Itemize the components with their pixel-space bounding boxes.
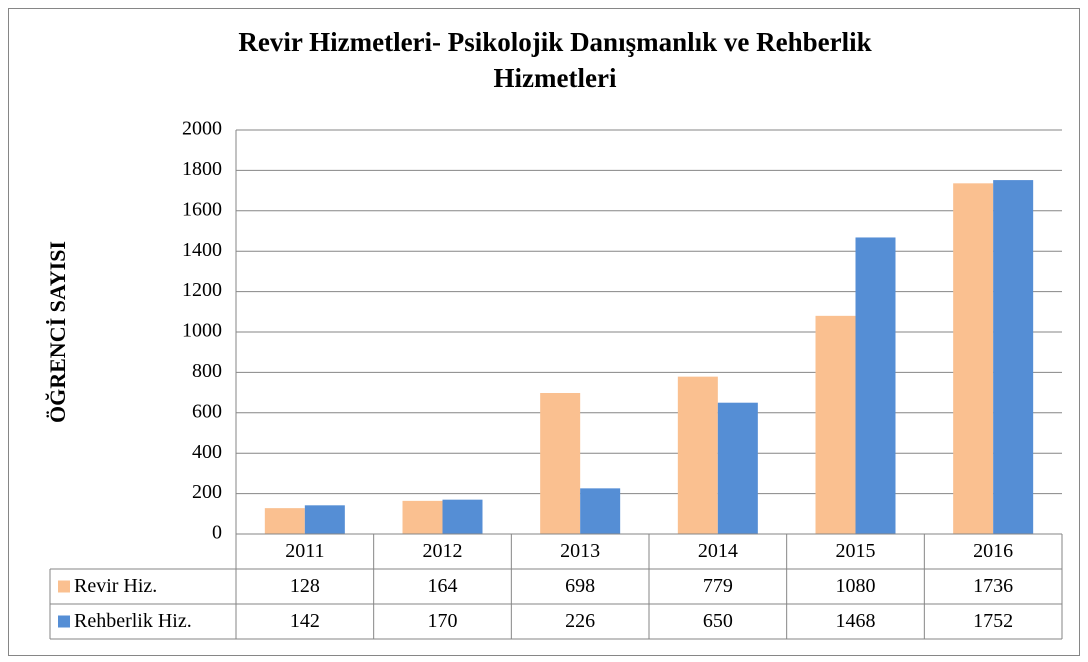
bar [993,180,1034,534]
legend-key [58,615,70,628]
table-value: 698 [565,575,595,597]
table-value: 1468 [836,610,876,632]
table-value: 650 [703,610,733,632]
x-tick-label: 2012 [423,540,463,562]
y-tick-label: 1600 [182,198,222,220]
table-value: 1080 [836,575,876,597]
y-tick-label: 2000 [182,118,222,140]
table-value: 142 [290,610,320,632]
bar [264,508,305,534]
bar [677,376,718,534]
table-value: 1752 [973,610,1013,632]
table-value: 128 [290,575,320,597]
y-tick-label: 1200 [182,279,222,301]
chart-title: Hizmetleri [494,63,617,93]
bar [815,315,856,534]
x-tick-label: 2014 [698,540,738,562]
chart-title: Revir Hizmetleri- Psikolojik Danışmanlık… [238,27,871,57]
x-tick-label: 2013 [560,540,600,562]
table-value: 779 [703,575,733,597]
y-tick-label: 200 [192,481,222,503]
x-tick-label: 2015 [836,540,876,562]
table-value: 164 [428,575,458,597]
table-value: 170 [428,610,458,632]
x-tick-label: 2011 [285,540,324,562]
x-tick-label: 2016 [973,540,1013,562]
y-tick-label: 1000 [182,320,222,342]
legend-label: Revir Hiz. [74,575,157,597]
table-value: 226 [565,610,595,632]
y-tick-label: 0 [212,522,222,544]
y-tick-label: 1400 [182,239,222,261]
y-tick-label: 800 [192,360,222,382]
bar [855,237,896,535]
y-axis-title: ÖĞRENCİ SAYISI [45,241,70,423]
legend-label: Rehberlik Hiz. [74,610,192,632]
y-tick-label: 1800 [182,158,222,180]
bar [717,402,758,534]
bar [540,393,581,534]
y-tick-label: 400 [192,441,222,463]
legend-key [58,580,70,593]
y-tick-label: 600 [192,400,222,422]
bar [304,505,345,534]
bar [580,488,621,534]
bar [442,499,483,534]
bar [402,500,443,534]
bar [953,183,994,534]
table-value: 1736 [973,575,1013,597]
